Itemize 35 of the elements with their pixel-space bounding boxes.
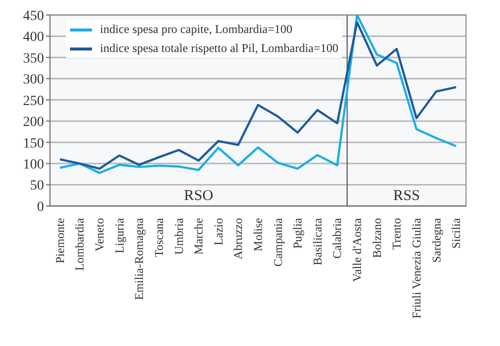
y-tick-label: 200 xyxy=(23,115,44,130)
y-tick-label: 50 xyxy=(30,178,44,194)
y-tick-label: 0 xyxy=(37,200,44,215)
y-tick-label: 100 xyxy=(23,158,44,173)
x-tick-label: Basilicata xyxy=(310,217,324,266)
x-tick-label: Trento xyxy=(390,218,404,250)
x-tick-label: Piemonte xyxy=(52,218,67,264)
band-label: RSO xyxy=(184,188,214,204)
legend-label: indice spesa totale rispetto al Pil, Lombardia=100 xyxy=(100,40,338,57)
y-tick-label: 150 xyxy=(23,136,44,152)
x-tick-label: Lombardia xyxy=(72,217,87,271)
x-tick-label: Lazio xyxy=(211,218,226,246)
x-tick-label: Abruzzo xyxy=(231,218,246,260)
x-tick-label: Umbria xyxy=(172,217,186,255)
x-tick-label: Sardegna xyxy=(429,217,444,263)
x-tick-label: Campania xyxy=(270,217,285,267)
x-tick-label: Veneto xyxy=(92,218,107,252)
x-tick-label: Molise xyxy=(251,218,265,252)
y-tick-label: 400 xyxy=(23,30,44,46)
x-tick-label: Marche xyxy=(192,218,206,255)
y-tick-label: 450 xyxy=(23,8,44,24)
x-tick-label: Emilia-Romagna xyxy=(132,217,146,300)
legend-label: indice spesa pro capite, Lombardia=100 xyxy=(100,21,292,38)
x-tick-label: Bolzano xyxy=(370,218,384,258)
x-tick-label: Liguria xyxy=(112,217,126,254)
band-label: RSS xyxy=(393,188,420,204)
y-tick-label: 350 xyxy=(23,51,44,66)
x-tick-label: Sicilia xyxy=(449,217,464,249)
y-tick-label: 250 xyxy=(23,94,44,109)
x-tick-label: Toscana xyxy=(152,217,166,258)
y-tick-label: 300 xyxy=(23,72,44,88)
x-tick-label: Friuli Venezia Giulia xyxy=(409,217,424,318)
x-tick-label: Valle d'Aosta xyxy=(350,217,364,282)
x-tick-label: Calabria xyxy=(330,217,344,259)
x-tick-label: Puglia xyxy=(290,217,305,249)
